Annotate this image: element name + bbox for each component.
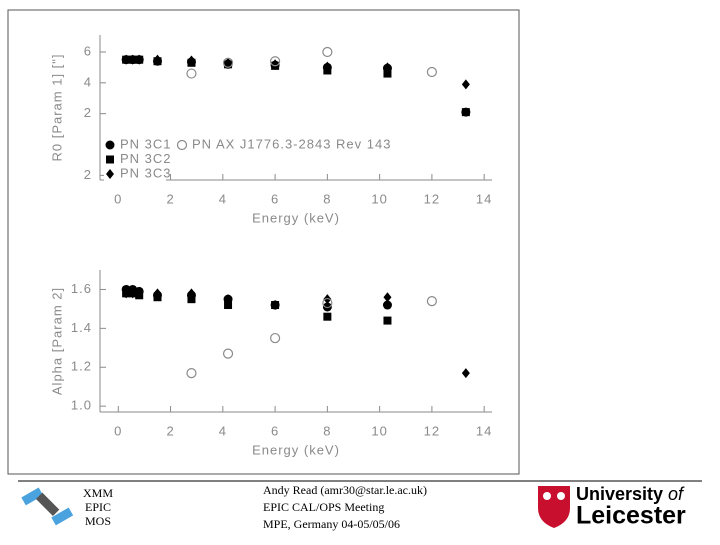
point bbox=[187, 295, 196, 304]
point bbox=[323, 61, 332, 72]
logo-text: EPIC bbox=[85, 500, 111, 514]
point bbox=[383, 292, 392, 303]
x-tick-label: 14 bbox=[476, 423, 492, 438]
point bbox=[322, 297, 333, 309]
point bbox=[461, 79, 470, 90]
y-tick-label: 6 bbox=[84, 43, 92, 58]
legend-bg bbox=[104, 138, 166, 152]
legend-label: PN AX J1776.3-2843 Rev 143 bbox=[192, 136, 391, 151]
university-name: of bbox=[668, 484, 685, 504]
logo-text: XMM bbox=[83, 486, 113, 500]
x-axis-label: Energy (keV) bbox=[252, 442, 340, 457]
figure-frame bbox=[7, 9, 520, 475]
point bbox=[461, 108, 470, 117]
y-tick-label: 4 bbox=[84, 74, 92, 89]
point bbox=[135, 54, 144, 65]
legend-label: PN 3C2 bbox=[120, 151, 172, 166]
university-name: Leicester bbox=[576, 502, 686, 530]
x-tick-label: 10 bbox=[371, 191, 387, 206]
xmm-satellite-icon bbox=[21, 487, 74, 526]
point bbox=[271, 59, 280, 70]
point bbox=[322, 302, 332, 312]
x-tick-label: 6 bbox=[271, 423, 279, 438]
author-line: MPE, Germany 04-05/05/06 bbox=[263, 517, 400, 531]
legend-label: PN 3C1 bbox=[120, 136, 172, 151]
x-tick-label: 10 bbox=[371, 423, 387, 438]
point bbox=[323, 294, 332, 305]
point bbox=[128, 54, 137, 65]
point bbox=[322, 46, 333, 58]
point bbox=[153, 54, 162, 65]
point bbox=[426, 66, 437, 78]
point bbox=[122, 54, 131, 65]
x-tick-label: 4 bbox=[219, 191, 227, 206]
x-tick-label: 2 bbox=[166, 191, 174, 206]
point bbox=[187, 55, 196, 66]
point bbox=[383, 69, 392, 78]
legend-bg bbox=[176, 138, 391, 152]
point bbox=[426, 296, 437, 307]
y-tick-label: 1.2 bbox=[71, 359, 92, 374]
point bbox=[222, 348, 234, 359]
legend-marker bbox=[176, 139, 188, 151]
point bbox=[269, 332, 281, 344]
legend-marker bbox=[105, 140, 115, 150]
point bbox=[382, 300, 392, 310]
university-name: University bbox=[576, 484, 663, 504]
point bbox=[153, 288, 162, 299]
x-tick-label: 8 bbox=[323, 191, 331, 206]
point bbox=[383, 62, 392, 73]
y-tick-label: 2 bbox=[84, 105, 92, 120]
point bbox=[122, 288, 131, 299]
point bbox=[222, 57, 234, 68]
y-axis-label: Alpha [Param 2] bbox=[49, 287, 64, 395]
x-axis-label: Energy (keV) bbox=[252, 210, 340, 225]
point bbox=[135, 288, 144, 299]
point bbox=[224, 294, 233, 305]
x-tick-label: 14 bbox=[476, 191, 492, 206]
y-tick-label: 2 bbox=[84, 167, 92, 182]
point bbox=[224, 57, 233, 68]
point bbox=[461, 368, 470, 379]
point bbox=[383, 316, 392, 325]
y-axis-label: R0 [Param 1] ["] bbox=[49, 53, 64, 161]
point bbox=[187, 288, 196, 299]
author-line: Andy Read (amr30@star.le.ac.uk) bbox=[263, 483, 427, 497]
y-tick-label: 1.4 bbox=[71, 320, 92, 335]
y-tick-label: 1.6 bbox=[71, 281, 92, 296]
x-tick-label: 12 bbox=[424, 191, 440, 206]
x-tick-label: 2 bbox=[166, 423, 174, 438]
point bbox=[224, 301, 233, 310]
x-tick-label: 6 bbox=[271, 191, 279, 206]
legend-bg bbox=[104, 152, 166, 167]
x-tick-label: 8 bbox=[323, 423, 331, 438]
y-tick-label: 1.0 bbox=[71, 398, 92, 413]
legend-label: PN 3C3 bbox=[120, 165, 172, 180]
x-tick-label: 0 bbox=[114, 191, 122, 206]
point bbox=[128, 288, 137, 299]
legend-bg bbox=[104, 167, 166, 181]
x-tick-label: 12 bbox=[424, 423, 440, 438]
point bbox=[269, 56, 281, 67]
university-shield bbox=[538, 486, 570, 528]
point bbox=[323, 312, 332, 321]
logo-text: MOS bbox=[85, 514, 111, 528]
legend-marker bbox=[106, 155, 114, 164]
point bbox=[271, 300, 280, 311]
legend-marker bbox=[106, 169, 114, 179]
author-line: EPIC CAL/OPS Meeting bbox=[263, 500, 384, 514]
point bbox=[186, 367, 197, 379]
x-tick-label: 4 bbox=[219, 423, 227, 438]
point bbox=[186, 68, 197, 79]
x-tick-label: 0 bbox=[114, 423, 122, 438]
